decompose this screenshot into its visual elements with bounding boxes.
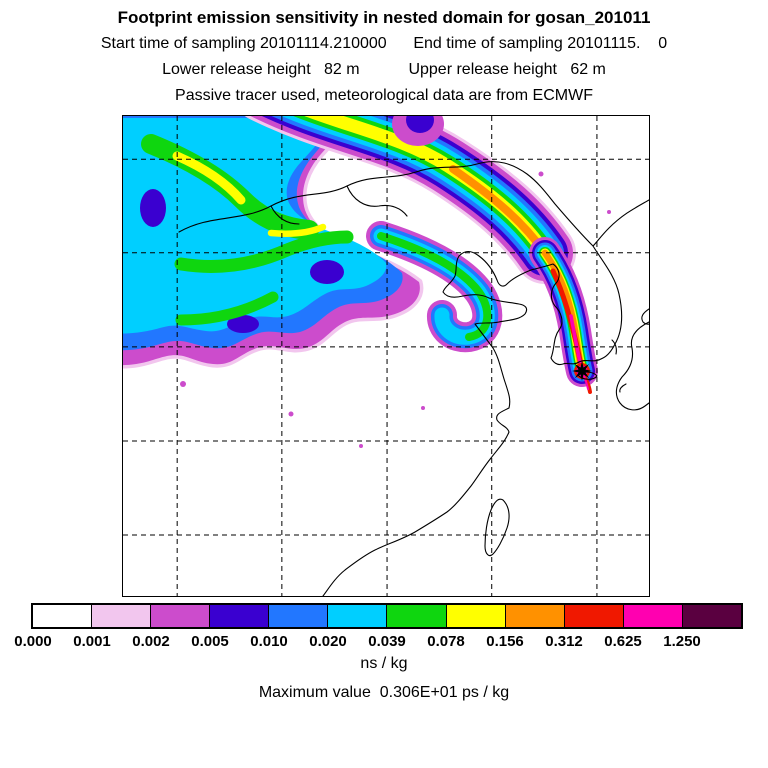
colorbar-cell-2 (150, 605, 210, 627)
colorbar-cell-1 (91, 605, 151, 627)
colorbar-tick-0.001: 0.001 (73, 633, 111, 650)
page-title: Footprint emission sensitivity in nested… (117, 8, 651, 27)
colorbar-cell-6 (386, 605, 446, 627)
border-branch-2 (270, 205, 300, 225)
colorbar-cell-8 (504, 605, 564, 627)
colorbar-cell-5 (327, 605, 387, 627)
plume-layers (123, 116, 611, 448)
colorbar-tick-0.020: 0.020 (309, 633, 347, 650)
tracer-info-line: Passive tracer used, meteorological data… (175, 87, 593, 104)
maximum-value-line: Maximum value 0.306E+01 ps / kg (258, 684, 510, 701)
colorbar-cell-9 (563, 605, 623, 627)
graticule-gridlines (123, 116, 649, 596)
colorbar (31, 603, 743, 629)
coastline-honshu-tip (641, 308, 649, 325)
colorbar-tick-0.002: 0.002 (132, 633, 170, 650)
colorbar-cell-10 (622, 605, 682, 627)
colorbar-units-label: ns / kg (360, 655, 408, 672)
sampling-times-line: Start time of sampling 20101114.210000 E… (100, 35, 668, 52)
colorbar-tick-0.010: 0.010 (250, 633, 288, 650)
coastline-tsushima (611, 339, 617, 355)
colorbar-tick-1.250: 1.250 (663, 633, 701, 650)
colorbar-cell-7 (445, 605, 505, 627)
coastline-goto (619, 383, 627, 393)
colorbar-cell-11 (681, 605, 741, 627)
colorbar-cell-4 (268, 605, 328, 627)
colorbar-tick-0.005: 0.005 (191, 633, 229, 650)
map-panel (122, 115, 650, 597)
coastline-kyushu (615, 321, 649, 411)
colorbar-tick-0.000: 0.000 (14, 633, 52, 650)
coastline-mainland (322, 199, 649, 596)
colorbar-tick-0.078: 0.078 (427, 633, 465, 650)
colorbar-tick-0.312: 0.312 (545, 633, 583, 650)
colorbar-tick-0.625: 0.625 (604, 633, 642, 650)
release-heights-line: Lower release height 82 m Upper release … (162, 61, 606, 78)
colorbar-cell-3 (209, 605, 269, 627)
colorbar-labels: 0.000 0.001 0.002 0.005 0.010 0.020 0.039 0.078… (14, 633, 741, 651)
colorbar-cell-0 (33, 605, 92, 627)
border-branch-1 (346, 185, 408, 217)
coastline-taiwan (484, 498, 510, 557)
colorbar-tick-0.039: 0.039 (368, 633, 406, 650)
footprint-map-svg (123, 116, 649, 596)
receptor-star-marker (572, 361, 592, 381)
colorbar-tick-0.156: 0.156 (486, 633, 524, 650)
